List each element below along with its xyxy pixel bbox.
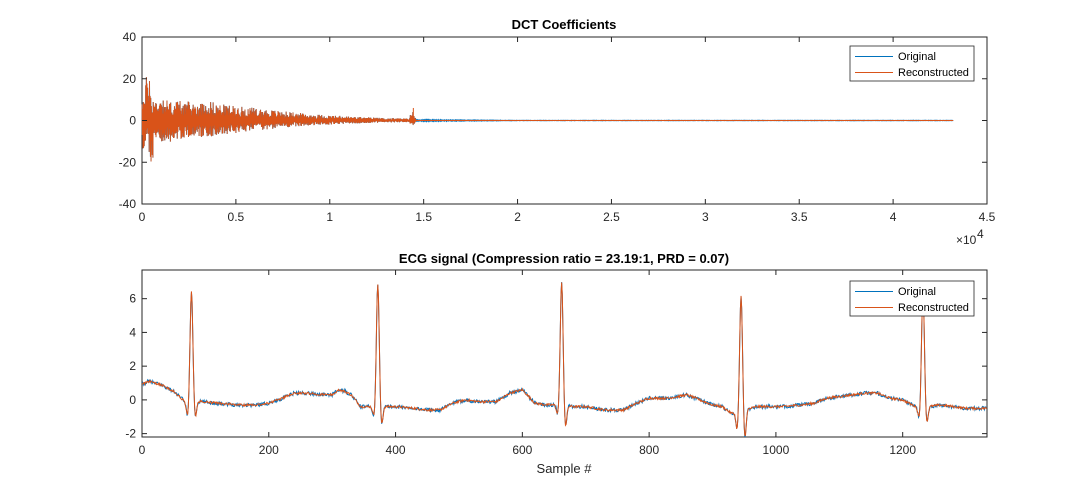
ecg-xtick-label: 1000	[763, 443, 790, 457]
ecg-ytick-label: -2	[125, 427, 136, 441]
dct-legend-original-label: Original	[898, 51, 936, 63]
dct-xtick-label: 1	[326, 210, 333, 224]
ecg-series-reconstructed-line	[142, 282, 987, 436]
dct-legend-box	[849, 45, 975, 82]
ecg-legend: Original Reconstructed	[849, 280, 975, 317]
dct-ytick-label: -40	[119, 197, 137, 211]
ecg-xtick-label: 0	[139, 443, 146, 457]
dct-xtick-label: 2	[514, 210, 521, 224]
dct-xtick-label: 3.5	[791, 210, 808, 224]
dct-xtick-label: 4	[890, 210, 897, 224]
dct-xtick-label: 2.5	[603, 210, 620, 224]
ecg-ytick-label: 2	[129, 359, 136, 373]
dct-lines	[141, 77, 954, 162]
ecg-ytick-label: 0	[129, 393, 136, 407]
ecg-legend-original-label: Original	[898, 286, 936, 298]
ecg-lines	[142, 282, 987, 437]
dct-xtick-label: 1.5	[415, 210, 432, 224]
dct-x-exponent: ×10 4	[956, 227, 984, 247]
dct-series-reconstructed-line	[141, 77, 954, 162]
dct-ytick-label: 20	[123, 72, 137, 86]
dct-ytick-label: 0	[129, 114, 136, 128]
dct-x-exponent-power: 4	[977, 227, 984, 241]
dct-xtick-label: 4.5	[979, 210, 996, 224]
ecg-xtick-label: 1200	[889, 443, 916, 457]
ecg-xtick-label: 600	[512, 443, 532, 457]
dct-axes: DCT Coefficients 0 0.5 1 1.5 2 2.5 3 3.5 4 4.5402…	[119, 17, 996, 247]
dct-xtick-label: 0.5	[228, 210, 245, 224]
dct-title: DCT Coefficients	[512, 17, 617, 32]
ecg-xtick-label: 800	[639, 443, 659, 457]
ecg-title: ECG signal (Compression ratio = 23.19:1,…	[399, 251, 729, 266]
dct-xtick-label: 3	[702, 210, 709, 224]
ecg-xlabel: Sample #	[537, 461, 593, 476]
dct-ytick-label: -20	[119, 155, 137, 169]
dct-xtick-label: 0	[139, 210, 146, 224]
ecg-legend-box	[849, 280, 975, 317]
dct-legend-reconstructed-label: Reconstructed	[898, 67, 969, 79]
dct-legend: Original Reconstructed	[849, 45, 975, 82]
ecg-legend-reconstructed-label: Reconstructed	[898, 302, 969, 314]
ecg-ytick-label: 6	[129, 292, 136, 306]
dct-ytick-label: 40	[123, 30, 137, 44]
ecg-xtick-label: 200	[259, 443, 279, 457]
dct-x-exponent-base: ×10	[956, 233, 977, 247]
ecg-axes: ECG signal (Compression ratio = 23.19:1,…	[125, 251, 988, 476]
ecg-ytick-label: 4	[129, 325, 136, 339]
dct-ticks: 0 0.5 1 1.5 2 2.5 3 3.5 4 4.5 40 20 0 -20 -40	[119, 30, 996, 224]
ecg-xtick-label: 400	[386, 443, 406, 457]
